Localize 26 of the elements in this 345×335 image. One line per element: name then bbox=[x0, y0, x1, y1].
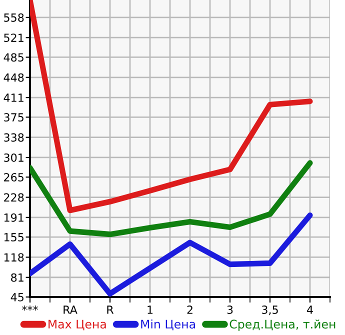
y-tick-label: 45 bbox=[10, 293, 24, 302]
y-tick-label: 155 bbox=[4, 233, 24, 242]
y-tick-label: 118 bbox=[4, 253, 24, 262]
x-tick-label: 2 bbox=[187, 306, 192, 314]
y-tick-label: 411 bbox=[4, 94, 24, 102]
y-tick-label: 338 bbox=[4, 133, 24, 142]
x-tick-label: RA bbox=[64, 306, 78, 314]
y-tick-label: 228 bbox=[4, 193, 24, 202]
x-tick-label: 3 bbox=[227, 306, 233, 314]
y-tick-label: 375 bbox=[4, 113, 24, 122]
legend-label: Сред.Цена, т.йен bbox=[230, 320, 336, 331]
y-tick-label: 448 bbox=[4, 73, 24, 82]
y-tick-label: 191 bbox=[4, 213, 24, 222]
y-tick-label: 521 bbox=[4, 34, 24, 42]
x-tick-label: 4 bbox=[307, 306, 313, 314]
x-tick-label: 3,5 bbox=[262, 306, 278, 316]
x-tick-label: *** bbox=[22, 306, 38, 311]
y-tick-label: 558 bbox=[4, 13, 24, 22]
x-tick-label: 1 bbox=[148, 306, 153, 314]
legend-label: Max Цена bbox=[48, 320, 106, 330]
y-tick-label: 265 bbox=[4, 173, 24, 182]
y-tick-label: 81 bbox=[11, 273, 24, 282]
x-tick-label: R bbox=[107, 306, 114, 314]
y-tick-label: 485 bbox=[4, 53, 24, 62]
y-tick-label: 301 bbox=[4, 153, 24, 162]
legend-label: Min Цена bbox=[141, 319, 196, 330]
